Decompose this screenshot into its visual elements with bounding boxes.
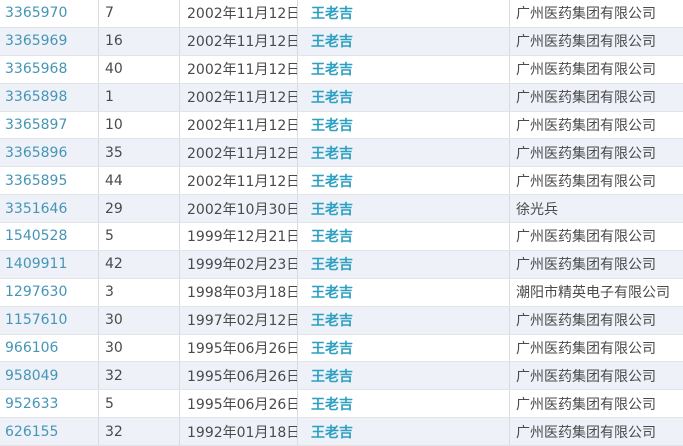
registration-date: 1999年12月21日 <box>180 223 298 250</box>
registration-date: 2002年11月12日 <box>180 0 298 27</box>
class-number: 30 <box>99 306 180 334</box>
trademark-name-link[interactable]: 王老吉 <box>298 167 510 195</box>
registration-number-link[interactable]: 952633 <box>0 390 99 418</box>
registration-number-link[interactable]: 3365896 <box>0 139 99 167</box>
registration-number-link[interactable]: 3365969 <box>0 27 99 55</box>
registration-date: 1995年06月26日 <box>180 390 298 418</box>
table-row: 958049 32 1995年06月26日 王老吉 广州医药集团有限公司 <box>0 362 683 391</box>
table-row: 626155 32 1992年01月18日 王老吉 广州医药集团有限公司 <box>0 418 683 446</box>
registration-number-link[interactable]: 1540528 <box>0 223 99 250</box>
class-number: 42 <box>99 250 180 278</box>
applicant-name: 广州医药集团有限公司 <box>516 229 656 246</box>
applicant-name: 徐光兵 <box>516 201 558 218</box>
class-number: 29 <box>99 195 180 222</box>
applicant-name: 广州医药集团有限公司 <box>516 34 656 51</box>
trademark-name-link[interactable]: 王老吉 <box>298 111 510 139</box>
trademark-name-link[interactable]: 王老吉 <box>298 278 510 306</box>
trademark-name-link[interactable]: 王老吉 <box>298 223 510 250</box>
registration-date: 1999年02月23日 <box>180 250 298 278</box>
registration-date: 2002年11月12日 <box>180 27 298 55</box>
trademark-name-link[interactable]: 王老吉 <box>298 362 510 390</box>
trademark-name-link[interactable]: 王老吉 <box>298 195 510 222</box>
applicant-name: 广州医药集团有限公司 <box>516 396 656 413</box>
trademark-name-link[interactable]: 王老吉 <box>298 55 510 83</box>
trademark-name-link[interactable]: 王老吉 <box>298 250 510 278</box>
registration-date: 2002年11月12日 <box>180 111 298 139</box>
registration-number-link[interactable]: 1409911 <box>0 250 99 278</box>
registration-number-link[interactable]: 626155 <box>0 418 99 445</box>
registration-date: 1998年03月18日 <box>180 278 298 306</box>
applicant-name: 广州医药集团有限公司 <box>516 117 656 134</box>
applicant-name: 广州医药集团有限公司 <box>516 145 656 162</box>
trademark-name-link[interactable]: 王老吉 <box>298 390 510 418</box>
trademark-name-link[interactable]: 王老吉 <box>298 306 510 334</box>
applicant-name: 广州医药集团有限公司 <box>516 368 656 385</box>
table-row: 1157610 30 1997年02月12日 王老吉 广州医药集团有限公司 <box>0 306 683 335</box>
applicant-name: 广州医药集团有限公司 <box>516 424 656 441</box>
registration-number-link[interactable]: 3365897 <box>0 111 99 139</box>
table-row: 952633 5 1995年06月26日 王老吉 广州医药集团有限公司 <box>0 390 683 419</box>
trademark-name-link[interactable]: 王老吉 <box>298 83 510 111</box>
registration-number-link[interactable]: 1297630 <box>0 278 99 306</box>
table-row: 1297630 3 1998年03月18日 王老吉 潮阳市精英电子有限公司 <box>0 278 683 307</box>
class-number: 10 <box>99 111 180 139</box>
applicant-name: 广州医药集团有限公司 <box>516 90 656 107</box>
registration-number-link[interactable]: 3365970 <box>0 0 99 27</box>
applicant-name: 广州医药集团有限公司 <box>516 173 656 190</box>
registration-number-link[interactable]: 1157610 <box>0 306 99 334</box>
registration-number-link[interactable]: 966106 <box>0 334 99 362</box>
registration-number-link[interactable]: 3365898 <box>0 83 99 111</box>
applicant-name: 广州医药集团有限公司 <box>516 313 656 330</box>
registration-date: 2002年11月12日 <box>180 55 298 83</box>
trademark-name-link[interactable]: 王老吉 <box>298 334 510 362</box>
table-row: 966106 30 1995年06月26日 王老吉 广州医药集团有限公司 <box>0 334 683 363</box>
class-number: 35 <box>99 139 180 167</box>
applicant-name: 广州医药集团有限公司 <box>516 62 656 79</box>
registration-date: 1995年06月26日 <box>180 334 298 362</box>
class-number: 32 <box>99 362 180 390</box>
registration-date: 2002年11月12日 <box>180 139 298 167</box>
table-row: 3351646 29 2002年10月30日 王老吉 徐光兵 <box>0 195 683 223</box>
table-row: 3365896 35 2002年11月12日 王老吉 广州医药集团有限公司 <box>0 139 683 168</box>
registration-number-link[interactable]: 3365895 <box>0 167 99 195</box>
table-row: 3365895 44 2002年11月12日 王老吉 广州医药集团有限公司 <box>0 167 683 196</box>
registration-date: 1992年01月18日 <box>180 418 298 445</box>
class-number: 44 <box>99 167 180 195</box>
table-row: 3365897 10 2002年11月12日 王老吉 广州医药集团有限公司 <box>0 111 683 140</box>
class-number: 5 <box>99 223 180 250</box>
applicant-name: 潮阳市精英电子有限公司 <box>516 285 670 302</box>
registration-number-link[interactable]: 958049 <box>0 362 99 390</box>
registration-date: 2002年11月12日 <box>180 167 298 195</box>
registration-date: 2002年11月12日 <box>180 83 298 111</box>
class-number: 30 <box>99 334 180 362</box>
registration-number-link[interactable]: 3351646 <box>0 195 99 222</box>
table-row: 3365968 40 2002年11月12日 王老吉 广州医药集团有限公司 <box>0 55 683 84</box>
applicant-name: 广州医药集团有限公司 <box>516 6 656 23</box>
class-number: 16 <box>99 27 180 55</box>
table-row: 3365898 1 2002年11月12日 王老吉 广州医药集团有限公司 <box>0 83 683 112</box>
trademark-name-link[interactable]: 王老吉 <box>298 0 510 27</box>
registration-date: 1995年06月26日 <box>180 362 298 390</box>
class-number: 32 <box>99 418 180 445</box>
trademark-name-link[interactable]: 王老吉 <box>298 139 510 167</box>
registration-date: 1997年02月12日 <box>180 306 298 334</box>
class-number: 1 <box>99 83 180 111</box>
class-number: 5 <box>99 390 180 418</box>
table-row: 1540528 5 1999年12月21日 王老吉 广州医药集团有限公司 <box>0 223 683 251</box>
table-row: 1409911 42 1999年02月23日 王老吉 广州医药集团有限公司 <box>0 250 683 279</box>
class-number: 40 <box>99 55 180 83</box>
applicant-name: 广州医药集团有限公司 <box>516 340 656 357</box>
table-row: 3365969 16 2002年11月12日 王老吉 广州医药集团有限公司 <box>0 27 683 56</box>
trademark-name-link[interactable]: 王老吉 <box>298 418 510 445</box>
class-number: 7 <box>99 0 180 27</box>
trademark-name-link[interactable]: 王老吉 <box>298 27 510 55</box>
class-number: 3 <box>99 278 180 306</box>
registration-date: 2002年10月30日 <box>180 195 298 222</box>
registration-number-link[interactable]: 3365968 <box>0 55 99 83</box>
applicant-name: 广州医药集团有限公司 <box>516 257 656 274</box>
table-row: 3365970 7 2002年11月12日 王老吉 广州医药集团有限公司 <box>0 0 683 28</box>
